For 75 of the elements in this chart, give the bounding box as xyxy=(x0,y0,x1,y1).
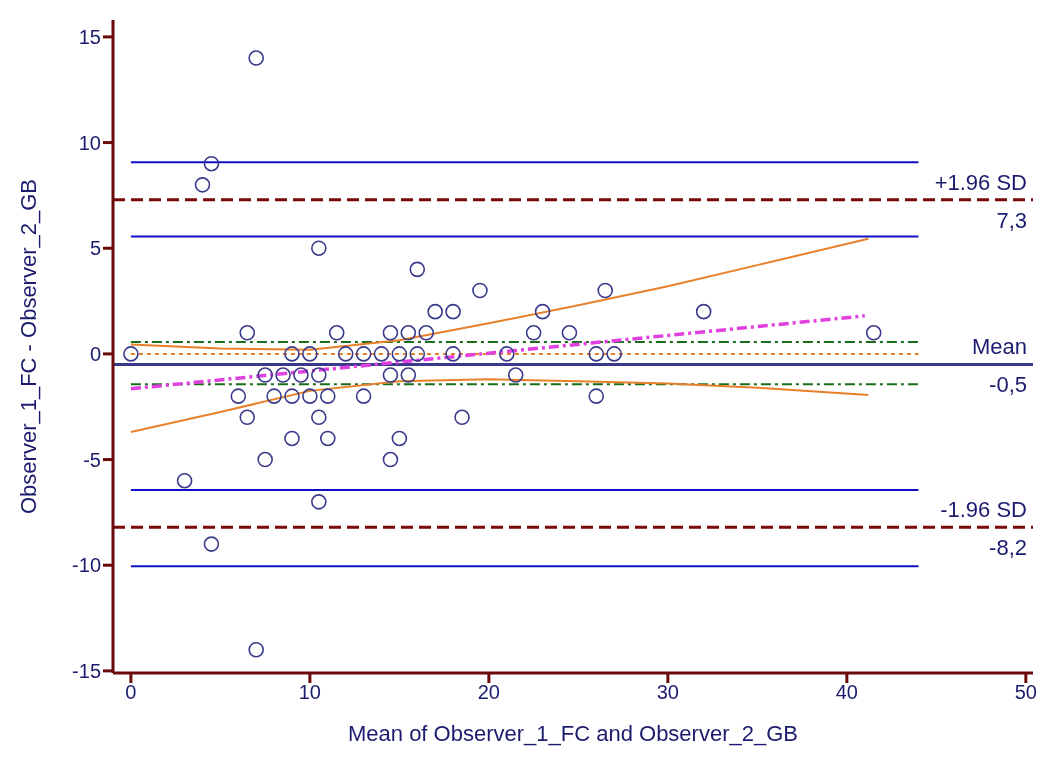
point xyxy=(328,324,345,341)
point xyxy=(498,346,515,362)
point xyxy=(534,303,551,320)
point xyxy=(257,451,273,468)
point xyxy=(319,430,336,447)
point xyxy=(239,409,256,426)
x-tick-label: 0 xyxy=(125,681,137,704)
point xyxy=(337,346,354,362)
y-tick-label: 0 xyxy=(89,343,101,365)
x-tick-label: 50 xyxy=(1014,681,1037,704)
ref-line-label: +1.96 SD 7,3 xyxy=(934,169,1027,233)
point xyxy=(695,303,712,320)
point xyxy=(400,367,417,383)
point xyxy=(355,346,372,362)
point xyxy=(588,346,605,362)
point xyxy=(311,240,327,257)
point xyxy=(391,346,408,362)
y-tick-label: 15 xyxy=(78,26,101,49)
point xyxy=(311,367,327,383)
point xyxy=(203,155,220,172)
point xyxy=(525,324,542,341)
point xyxy=(311,409,327,426)
y-tick-label: 10 xyxy=(78,131,101,154)
point xyxy=(606,346,622,362)
x-tick-label: 20 xyxy=(477,681,500,704)
point xyxy=(427,303,443,320)
point xyxy=(257,367,273,383)
point xyxy=(302,388,318,404)
point xyxy=(284,388,300,404)
point xyxy=(266,388,282,404)
point xyxy=(382,451,399,468)
point xyxy=(588,388,605,404)
y-tick-label: -5 xyxy=(83,448,101,471)
point xyxy=(418,324,435,341)
point xyxy=(311,494,327,510)
point xyxy=(275,367,291,383)
point xyxy=(507,367,524,383)
point xyxy=(561,324,578,341)
point xyxy=(284,346,300,362)
x-tick-label: 40 xyxy=(835,681,858,704)
point xyxy=(302,346,318,362)
point xyxy=(319,388,336,404)
point xyxy=(382,367,399,383)
y-tick-label: 5 xyxy=(89,237,101,260)
point xyxy=(382,324,399,341)
x-axis-title: Mean of Observer_1_FC and Observer_2_GB xyxy=(347,721,799,746)
y-tick-label: -10 xyxy=(72,554,101,577)
point xyxy=(445,303,461,320)
ref-line-label: Mean -0,5 xyxy=(971,334,1027,398)
ref-line-label: -1.96 SD -8,2 xyxy=(940,497,1027,561)
point xyxy=(409,261,426,278)
y-tick-label: -15 xyxy=(72,659,101,682)
point xyxy=(239,324,256,341)
point xyxy=(194,177,211,193)
point xyxy=(445,346,461,362)
y-axis-title: Observer_1_FC - Observer_2_GB xyxy=(15,178,41,515)
x-tick-label: 30 xyxy=(656,681,679,704)
point xyxy=(355,388,372,404)
point xyxy=(454,409,470,426)
x-tick-label: 10 xyxy=(298,681,322,704)
point xyxy=(597,282,614,299)
point xyxy=(123,346,139,362)
point xyxy=(176,472,193,489)
point xyxy=(230,388,247,404)
point xyxy=(248,641,264,658)
point xyxy=(248,50,264,66)
point xyxy=(865,324,882,341)
point xyxy=(391,430,408,447)
point xyxy=(373,346,390,362)
point xyxy=(400,324,417,341)
point xyxy=(284,430,300,447)
point xyxy=(203,536,220,552)
point xyxy=(293,367,309,383)
point xyxy=(409,346,426,362)
point xyxy=(472,282,488,299)
